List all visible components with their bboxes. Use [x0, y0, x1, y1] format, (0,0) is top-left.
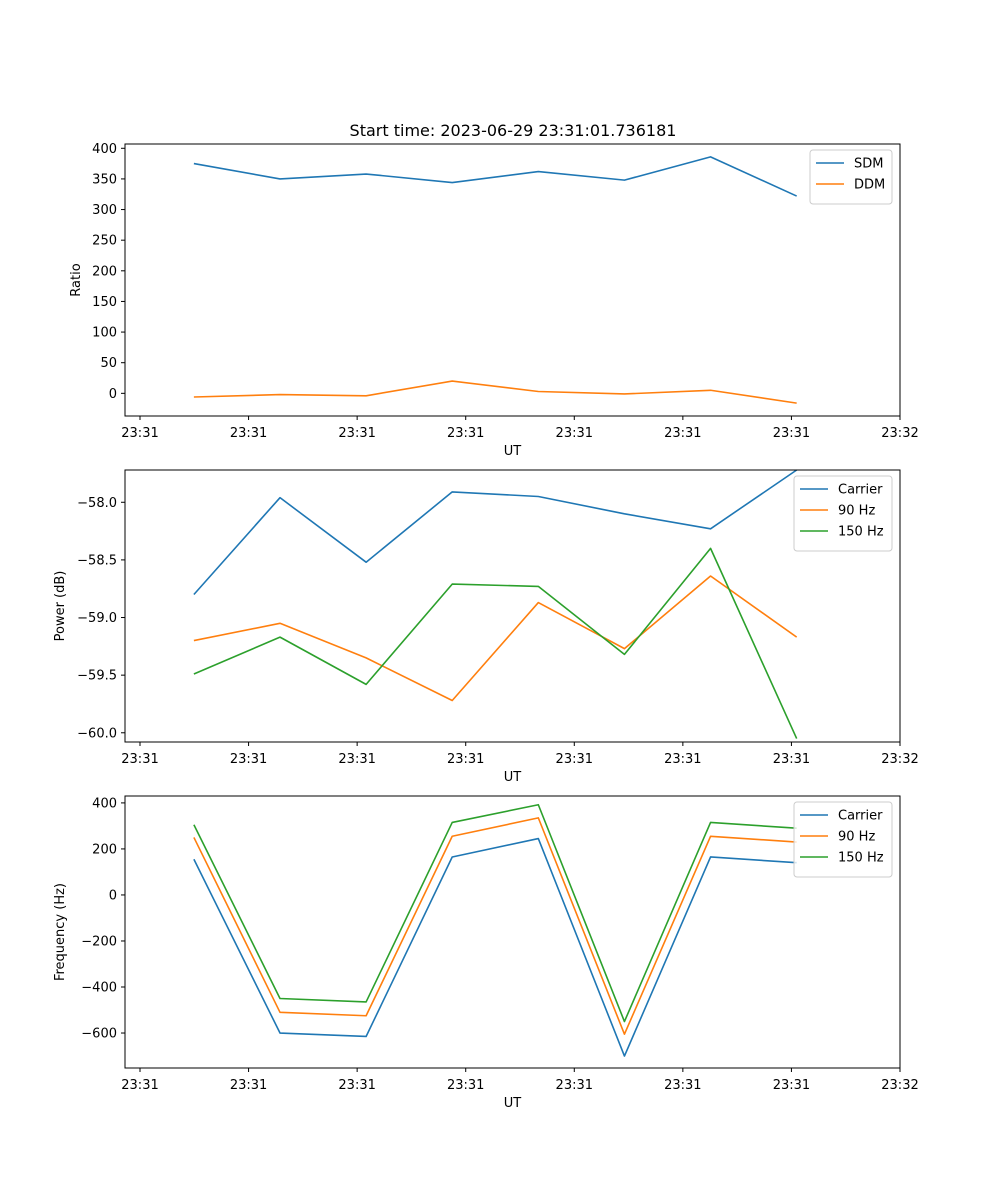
y-tick-label: 400 — [92, 796, 117, 811]
x-tick-label: 23:31 — [664, 1078, 701, 1093]
y-tick-label: 200 — [92, 264, 117, 279]
y-tick-label: −58.0 — [77, 496, 117, 511]
y-tick-label: 350 — [92, 172, 117, 187]
x-tick-label: 23:31 — [121, 426, 158, 441]
x-axis-label: UT — [504, 770, 522, 785]
legend-entry: DDM — [854, 178, 885, 193]
y-tick-label: −58.5 — [77, 553, 117, 568]
y-tick-label: 250 — [92, 234, 117, 249]
y-axis-label: Power (dB) — [53, 571, 68, 642]
legend: Carrier 90 Hz 150 Hz — [793, 475, 893, 552]
x-tick-label: 23:31 — [556, 426, 593, 441]
y-tick-label: −59.0 — [77, 611, 117, 626]
x-axis-label: UT — [504, 1096, 522, 1111]
x-tick-label: 23:31 — [773, 1078, 810, 1093]
x-tick-label: 23:31 — [230, 1078, 267, 1093]
x-tick-label: 23:31 — [338, 426, 375, 441]
y-tick-label: 400 — [92, 142, 117, 157]
x-tick-label: 23:31 — [121, 1078, 158, 1093]
legend-entry: Carrier — [838, 809, 883, 824]
x-tick-label: 23:31 — [230, 752, 267, 767]
legend: SDM DDM — [809, 149, 893, 205]
chart-panel-2: 23:31 23:31 23:31 23:31 23:31 23:31 23:31 23:32… — [53, 469, 919, 785]
y-tick-label: 50 — [100, 356, 117, 371]
y-tick-label: 150 — [92, 295, 117, 310]
legend-box — [793, 801, 893, 878]
x-tick-label: 23:31 — [121, 752, 158, 767]
y-axis-label: Frequency (Hz) — [53, 883, 68, 981]
series-line-90-hz — [193, 817, 797, 1035]
legend-entry: 90 Hz — [838, 830, 875, 845]
series-line-sdm — [193, 156, 798, 197]
x-tick-label: 23:31 — [447, 426, 484, 441]
axes-frame — [124, 143, 901, 417]
x-tick-label: 23:31 — [773, 426, 810, 441]
legend-entry: SDM — [854, 157, 883, 172]
y-axis-label: Ratio — [69, 263, 84, 296]
chart-panel-3: 23:31 23:31 23:31 23:31 23:31 23:31 23:31 23:32… — [53, 795, 919, 1111]
x-tick-label: 23:32 — [881, 426, 918, 441]
x-tick-label: 23:32 — [881, 752, 918, 767]
y-tick-label: 200 — [92, 842, 117, 857]
x-tick-label: 23:31 — [556, 752, 593, 767]
y-tick-label: −600 — [81, 1027, 117, 1042]
x-tick-label: 23:32 — [881, 1078, 918, 1093]
legend-entry: 90 Hz — [838, 504, 875, 519]
chart-panel-1: 23:31 23:31 23:31 23:31 23:31 23:31 23:31 23:32… — [69, 142, 919, 459]
figure-title: Start time: 2023-06-29 23:31:01.736181 — [350, 121, 677, 140]
x-tick-label: 23:31 — [230, 426, 267, 441]
legend-box — [793, 475, 893, 552]
x-tick-label: 23:31 — [447, 752, 484, 767]
series-line-ddm — [193, 380, 797, 404]
x-tick-label: 23:31 — [447, 1078, 484, 1093]
series-line-90-hz — [193, 575, 798, 702]
legend: Carrier 90 Hz 150 Hz — [793, 801, 893, 878]
y-tick-label: −60.0 — [77, 726, 117, 741]
x-tick-label: 23:31 — [664, 426, 701, 441]
x-tick-label: 23:31 — [338, 752, 375, 767]
x-axis-label: UT — [504, 444, 522, 459]
x-tick-label: 23:31 — [338, 1078, 375, 1093]
series-line-150-hz — [193, 547, 798, 739]
legend-entry: 150 Hz — [838, 851, 884, 866]
y-tick-label: −59.5 — [77, 669, 117, 684]
axes-frame — [124, 795, 901, 1069]
x-tick-label: 23:31 — [556, 1078, 593, 1093]
y-tick-label: −200 — [81, 934, 117, 949]
y-tick-label: 300 — [92, 203, 117, 218]
legend-entry: Carrier — [838, 483, 883, 498]
series-line-carrier — [193, 469, 798, 596]
x-tick-label: 23:31 — [773, 752, 810, 767]
y-tick-label: −400 — [81, 980, 117, 995]
y-tick-label: 100 — [92, 326, 117, 341]
legend-entry: 150 Hz — [838, 525, 884, 540]
y-tick-label: 0 — [109, 387, 117, 402]
axes-frame — [124, 469, 901, 743]
series-line-150-hz — [193, 803, 797, 1023]
x-tick-label: 23:31 — [664, 752, 701, 767]
y-tick-label: 0 — [109, 888, 117, 903]
series-line-carrier — [193, 837, 797, 1057]
